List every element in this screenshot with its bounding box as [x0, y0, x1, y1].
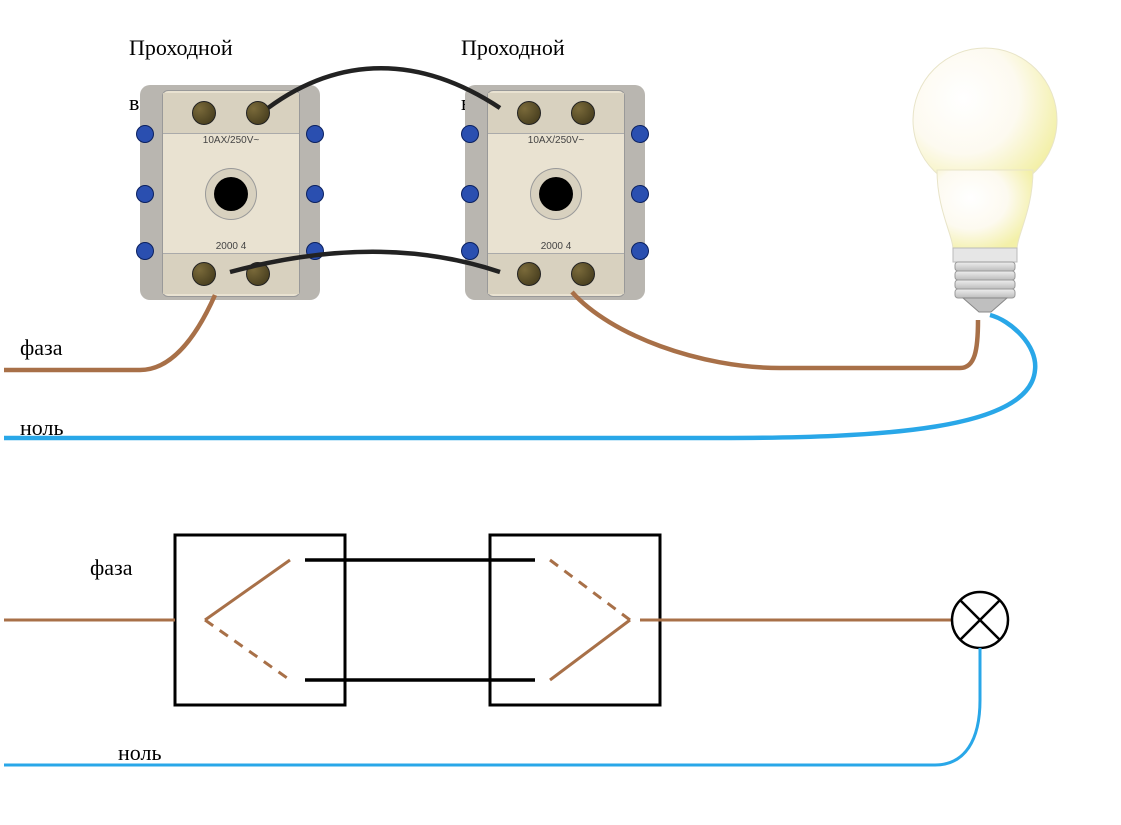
schematic-lamp-symbol: [952, 592, 1008, 648]
switch1-label-line1: Проходной: [129, 35, 233, 60]
terminal-screw: [571, 101, 595, 125]
terminal-row-top: [163, 93, 299, 134]
switch2-label-line1: Проходной: [461, 35, 565, 60]
rail-screw: [136, 185, 154, 203]
switch-2: 10AX/250V~ 2000 4: [455, 75, 655, 310]
switch-1: 10AX/250V~ 2000 4: [130, 75, 330, 310]
terminal-screw: [246, 262, 270, 286]
rail-screw: [306, 242, 324, 260]
schematic-sw1-arm-dn: [205, 620, 290, 680]
rail-screw: [136, 125, 154, 143]
schematic-switch2-box: [490, 535, 660, 705]
rail-screw: [461, 242, 479, 260]
rail-screw: [631, 185, 649, 203]
terminal-row-bot: [488, 253, 624, 294]
neutral-label-top: ноль: [20, 415, 64, 441]
switch-axis-hole: [214, 177, 248, 211]
switch-rating-bot: 2000 4: [488, 241, 624, 252]
rail-screw: [306, 185, 324, 203]
switch-rating-top: 10AX/250V~: [163, 135, 299, 146]
terminal-screw: [517, 101, 541, 125]
schematic-sw2-arm-dn: [550, 620, 630, 680]
terminal-row-top: [488, 93, 624, 134]
switch-axis-hole: [539, 177, 573, 211]
schematic-switch1-box: [175, 535, 345, 705]
light-bulb: [905, 40, 1065, 320]
terminal-screw: [246, 101, 270, 125]
rail-screw: [461, 185, 479, 203]
rail-screw: [136, 242, 154, 260]
switch-rating-top: 10AX/250V~: [488, 135, 624, 146]
rail-screw: [306, 125, 324, 143]
phase-label-bottom: фаза: [90, 555, 132, 581]
schematic-sw2-arm-up: [550, 560, 630, 620]
terminal-screw: [571, 262, 595, 286]
switch-body: 10AX/250V~ 2000 4: [162, 90, 300, 297]
rail-screw: [631, 242, 649, 260]
terminal-row-bot: [163, 253, 299, 294]
rail-screw: [461, 125, 479, 143]
schematic-sw1-arm-up: [205, 560, 290, 620]
terminal-screw: [192, 101, 216, 125]
terminal-screw: [517, 262, 541, 286]
switch-rating-bot: 2000 4: [163, 241, 299, 252]
switch-body: 10AX/250V~ 2000 4: [487, 90, 625, 297]
neutral-label-bottom: ноль: [118, 740, 162, 766]
phase-label-top: фаза: [20, 335, 62, 361]
rail-screw: [631, 125, 649, 143]
wire-neutral-top: [4, 315, 1035, 438]
terminal-screw: [192, 262, 216, 286]
